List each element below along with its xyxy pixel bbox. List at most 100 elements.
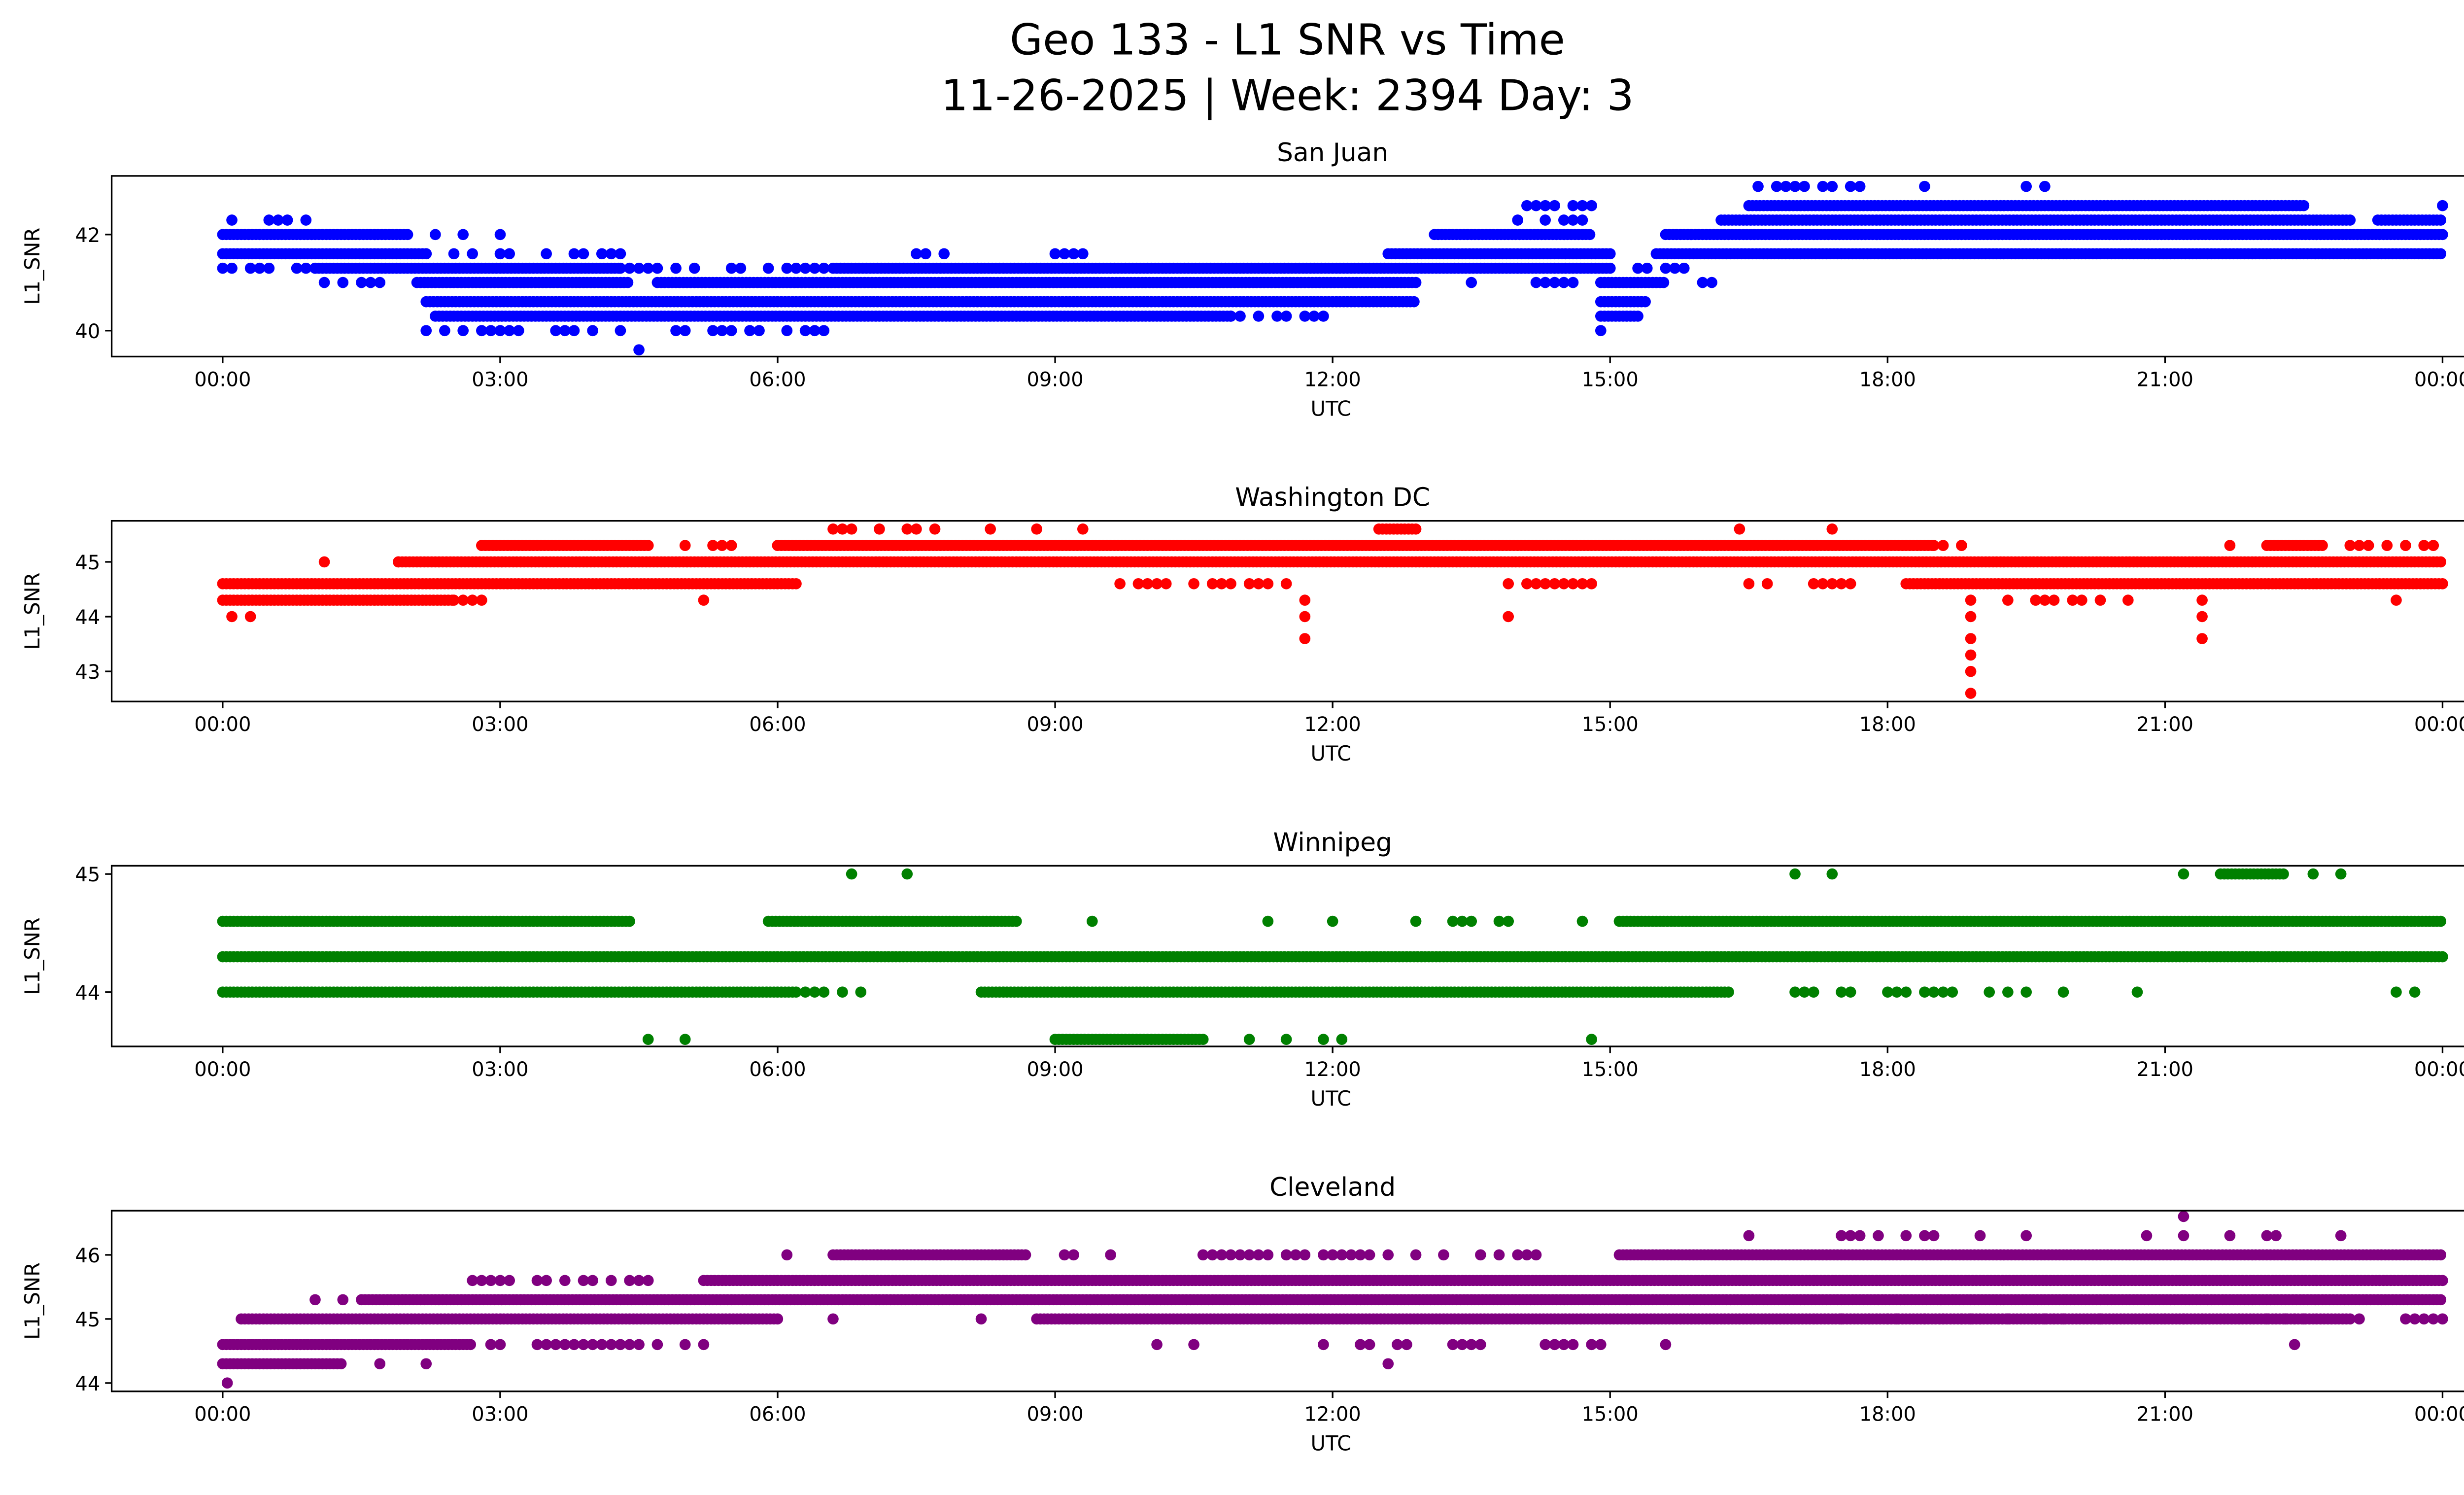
x-tick-label: 03:00 xyxy=(472,713,528,736)
x-tick-label: 00:00 xyxy=(194,368,251,391)
data-point xyxy=(494,248,506,260)
data-point xyxy=(1586,200,1597,211)
data-point xyxy=(1658,277,1670,288)
data-point xyxy=(1540,214,1551,226)
data-point xyxy=(1234,311,1246,322)
data-point xyxy=(2428,540,2439,551)
x-tick-label: 12:00 xyxy=(1304,368,1361,391)
data-point xyxy=(476,325,487,337)
data-point xyxy=(1586,578,1597,590)
data-point xyxy=(2094,594,2106,606)
data-point xyxy=(1132,578,1144,590)
data-point xyxy=(1965,633,1977,644)
x-tick-label: 15:00 xyxy=(1582,368,1639,391)
x-tick-label: 03:00 xyxy=(472,368,528,391)
data-point xyxy=(725,325,737,337)
data-point xyxy=(1253,578,1265,590)
data-point xyxy=(1706,277,1717,288)
data-point xyxy=(837,523,848,535)
data-point xyxy=(1408,296,1420,308)
data-point xyxy=(799,325,811,337)
data-point xyxy=(735,262,747,274)
data-point xyxy=(2435,248,2447,260)
data-point xyxy=(1280,578,1292,590)
data-point xyxy=(1567,214,1579,226)
data-point xyxy=(2400,540,2411,551)
data-point xyxy=(911,248,922,260)
subplot-title: San Juan xyxy=(1277,138,1388,168)
data-point xyxy=(337,277,349,288)
data-point xyxy=(1576,214,1588,226)
data-point xyxy=(781,262,793,274)
data-point xyxy=(1965,688,1977,699)
data-point xyxy=(809,262,821,274)
data-point xyxy=(837,986,848,998)
data-point xyxy=(1410,277,1422,288)
data-point xyxy=(513,325,524,337)
data-point xyxy=(1697,277,1709,288)
x-axis-label: UTC xyxy=(1311,741,1352,765)
data-point xyxy=(818,986,830,998)
data-point xyxy=(1068,248,1079,260)
data-point xyxy=(605,248,617,260)
data-point xyxy=(1567,578,1579,590)
data-point xyxy=(1771,180,1782,192)
y-tick-label: 42 xyxy=(75,224,100,247)
data-point xyxy=(2344,540,2356,551)
data-point xyxy=(1669,262,1680,274)
data-point xyxy=(874,523,885,535)
data-point xyxy=(624,262,635,274)
data-point xyxy=(1503,915,1514,927)
data-point xyxy=(1011,915,1022,927)
data-point xyxy=(1826,180,1838,192)
data-point xyxy=(2435,915,2447,927)
data-point xyxy=(300,262,312,274)
data-point xyxy=(226,611,238,623)
data-point xyxy=(1632,311,1643,322)
figure-title-line2: 11-26-2025 | Week: 2394 Day: 3 xyxy=(941,71,1634,121)
data-point xyxy=(1077,523,1089,535)
data-point xyxy=(1752,180,1764,192)
data-point xyxy=(2435,214,2447,226)
data-point xyxy=(1836,578,1847,590)
data-point xyxy=(2418,540,2430,551)
data-point xyxy=(2048,594,2060,606)
data-point xyxy=(670,325,682,337)
x-tick-label: 00:00 xyxy=(194,713,251,736)
data-point xyxy=(707,540,719,551)
data-point xyxy=(2076,594,2088,606)
data-point xyxy=(1151,578,1163,590)
data-point xyxy=(1077,248,1089,260)
data-point xyxy=(2030,594,2042,606)
data-point xyxy=(1243,578,1255,590)
data-point xyxy=(1493,915,1505,927)
data-point xyxy=(2437,200,2448,211)
data-point xyxy=(439,325,450,337)
data-point xyxy=(670,262,682,274)
data-point xyxy=(476,594,487,606)
data-point xyxy=(1280,311,1292,322)
data-point xyxy=(1845,578,1856,590)
data-point xyxy=(1549,200,1560,211)
data-point xyxy=(1965,611,1977,623)
data-point xyxy=(1604,248,1616,260)
data-point xyxy=(2196,611,2208,623)
data-point xyxy=(244,262,256,274)
data-point xyxy=(2362,540,2374,551)
data-point xyxy=(2435,556,2447,568)
data-point xyxy=(1318,311,1329,322)
x-tick-label: 06:00 xyxy=(749,713,806,736)
data-point xyxy=(1142,578,1153,590)
data-point xyxy=(2067,594,2078,606)
subplot-san-juan: 00:00 03:00 06:00 09:00 12:00 15:00 18:00 21:00… xyxy=(20,138,2464,420)
data-point xyxy=(1965,649,1977,661)
data-point xyxy=(2122,594,2134,606)
data-point xyxy=(1567,200,1579,211)
data-point xyxy=(1558,578,1570,590)
data-point xyxy=(1826,523,1838,535)
data-point xyxy=(1780,180,1792,192)
data-point xyxy=(679,540,691,551)
data-point xyxy=(1521,200,1533,211)
data-point xyxy=(1817,180,1829,192)
scatter-points xyxy=(217,523,2448,699)
